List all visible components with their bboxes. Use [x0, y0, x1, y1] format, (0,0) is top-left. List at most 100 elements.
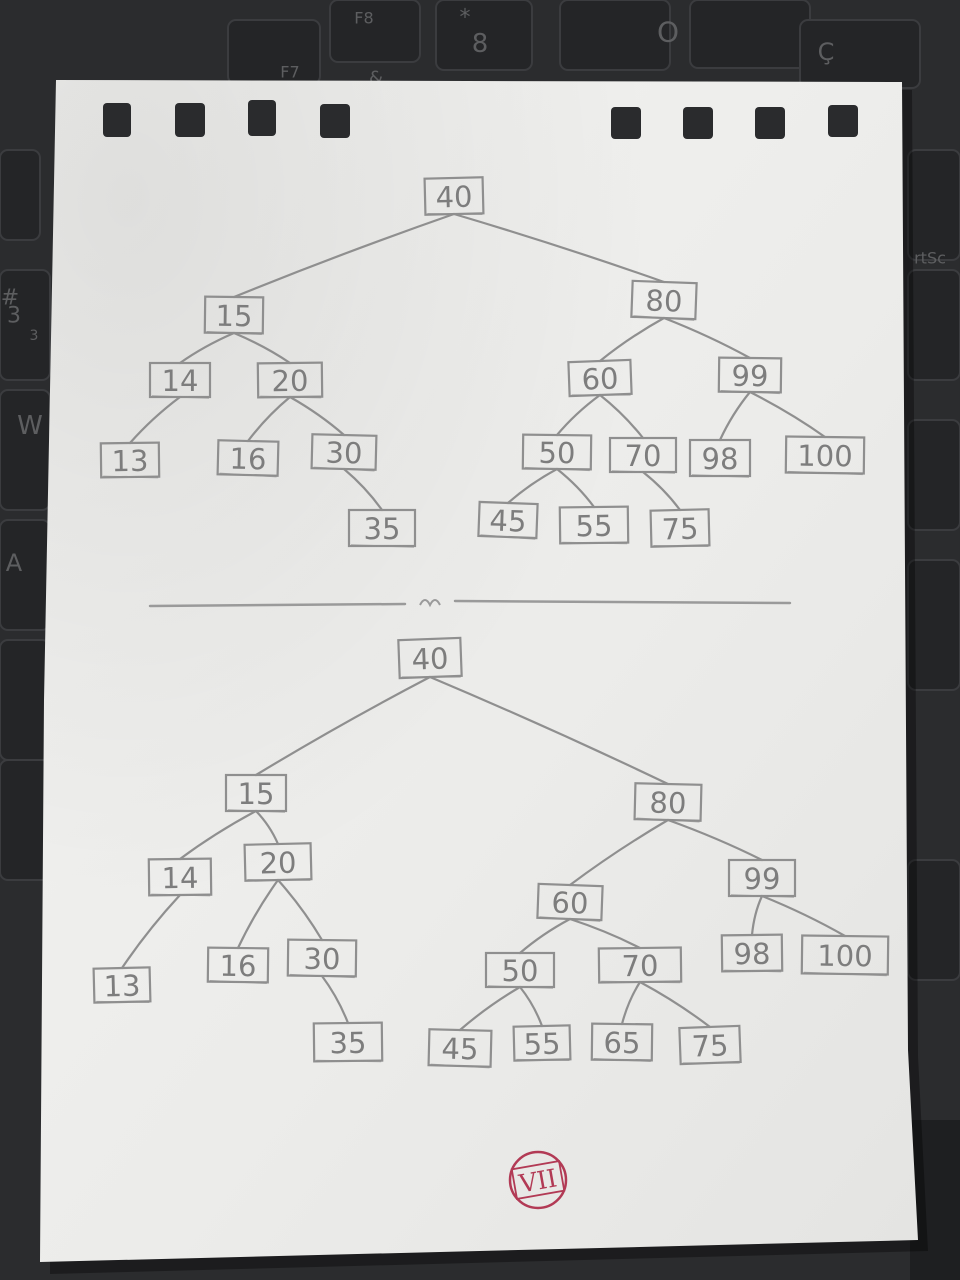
tree-edge: [276, 878, 324, 942]
tree-edge: [760, 894, 847, 938]
binder-hole: [175, 103, 205, 137]
tree-edge: [568, 818, 670, 887]
tree-edge: [506, 467, 559, 505]
tree-node: 45: [477, 500, 539, 540]
keyboard-key-label: W: [17, 411, 43, 441]
tree-edge: [518, 985, 544, 1028]
binder-hole: [103, 103, 131, 137]
tree-node-label: 55: [575, 509, 612, 543]
tree-node: 80: [630, 279, 698, 321]
tree-node-label: 80: [649, 786, 687, 821]
tree-edge: [641, 470, 682, 512]
stamp: VII: [508, 1150, 568, 1210]
tree-node: 30: [310, 433, 378, 472]
tree-node-label: 70: [625, 439, 662, 473]
tree-node-label: 45: [489, 503, 527, 538]
tree-edge: [662, 316, 752, 360]
tree-node: 75: [649, 508, 711, 548]
tree-edge: [555, 393, 602, 437]
tree-node: 13: [99, 441, 161, 479]
tree-node-label: 14: [161, 861, 198, 895]
tree-node: 15: [203, 295, 265, 336]
tree-node-label: 35: [364, 512, 401, 546]
tree-node: 100: [800, 934, 890, 977]
tree-node: 35: [312, 1021, 384, 1063]
keyboard-key-label: *: [460, 6, 471, 31]
tree-nodes: 40 15 80 14 20 60 99 13 16 30 50 70 98 100 35 45 55 75: [99, 176, 866, 548]
tree-node: 13: [92, 966, 152, 1004]
tree-node-label: 65: [603, 1026, 640, 1060]
tree-node-label: 30: [303, 942, 340, 976]
tree-node: 98: [720, 933, 784, 973]
tree-node-label: 70: [621, 949, 658, 983]
tree-node-label: 75: [661, 512, 699, 547]
tree-nodes: 40 15 80 14 20 60 99 13 16 30 50 70 98 100 35 45 55 65 75: [92, 636, 890, 1069]
tree-edges: [128, 212, 827, 512]
paper-sheet: [40, 80, 928, 1274]
tree-node: 40: [397, 636, 463, 680]
tree-node-label: 14: [162, 364, 199, 398]
keyboard-key-label: rtSc: [914, 249, 946, 268]
tree-edge: [178, 809, 258, 861]
tree-node-label: 99: [744, 862, 781, 896]
tree-node-label: 100: [817, 939, 873, 974]
tree-node-label: 50: [538, 436, 575, 470]
tree-edge: [638, 980, 712, 1029]
tree-edge: [748, 390, 827, 439]
tree-edge: [342, 467, 384, 512]
tree-edge: [428, 675, 670, 786]
tree-node: 60: [536, 882, 604, 922]
tree-edge: [128, 395, 182, 445]
tree-node: 20: [243, 842, 313, 882]
tree-node: 40: [423, 176, 485, 216]
tree-node: 35: [347, 508, 417, 548]
tree-node: 16: [216, 439, 280, 478]
binder-holes: [103, 100, 858, 139]
tree-node-label: 16: [229, 442, 267, 477]
tree-after: 40 15 80 14 20 60 99 13 16 30 50 70 98 100 35 45 55 65 75: [92, 636, 890, 1069]
keyboard-key-label: F7: [280, 63, 299, 82]
tree-node-label: 80: [645, 283, 683, 318]
tree-node: 70: [608, 436, 678, 474]
tree-edge: [458, 985, 522, 1032]
tree-node-label: 15: [238, 777, 275, 811]
tree-node: 14: [147, 857, 213, 897]
tree-edge: [666, 818, 764, 862]
tree-node-label: 13: [111, 444, 148, 478]
tree-before: 40 15 80 14 20 60 99 13 16 30 50 70 98 100 35 45 55 75: [99, 176, 866, 548]
tree-node-label: 15: [215, 299, 252, 333]
tree-node: 55: [558, 505, 630, 545]
tree-node: 45: [427, 1028, 493, 1069]
tree-node-label: 99: [731, 359, 768, 393]
keyboard-key-label: A: [6, 549, 23, 577]
tree-node: 70: [597, 946, 683, 984]
tree-edge: [452, 212, 666, 284]
tree-edge: [750, 894, 764, 937]
binder-hole: [755, 107, 785, 139]
tree-edge: [568, 917, 642, 950]
tree-node: 100: [784, 435, 866, 476]
tree-node-label: 50: [502, 954, 539, 988]
tree-node-label: 20: [271, 364, 308, 398]
tree-edge: [236, 878, 280, 950]
tree-edge: [232, 331, 292, 365]
tree-node-label: 60: [581, 361, 619, 396]
tree-node: 15: [224, 773, 288, 813]
tree-edge: [288, 395, 346, 437]
keyboard-key-label: O: [657, 16, 679, 49]
tree-node-label: 45: [441, 1032, 479, 1067]
tree-node-label: 16: [219, 949, 256, 983]
tree-node: 98: [688, 438, 752, 478]
tree-node: 50: [521, 433, 593, 472]
binder-hole: [683, 107, 713, 139]
tree-edge: [254, 809, 280, 846]
tree-node: 99: [717, 356, 783, 395]
tree-node: 99: [727, 858, 797, 898]
tree-edge: [232, 212, 456, 299]
tree-node-label: 75: [691, 1028, 729, 1063]
binder-hole: [248, 100, 276, 136]
binder-hole: [828, 105, 858, 137]
tree-node-label: 55: [523, 1027, 561, 1062]
tree-node: 50: [484, 951, 556, 989]
